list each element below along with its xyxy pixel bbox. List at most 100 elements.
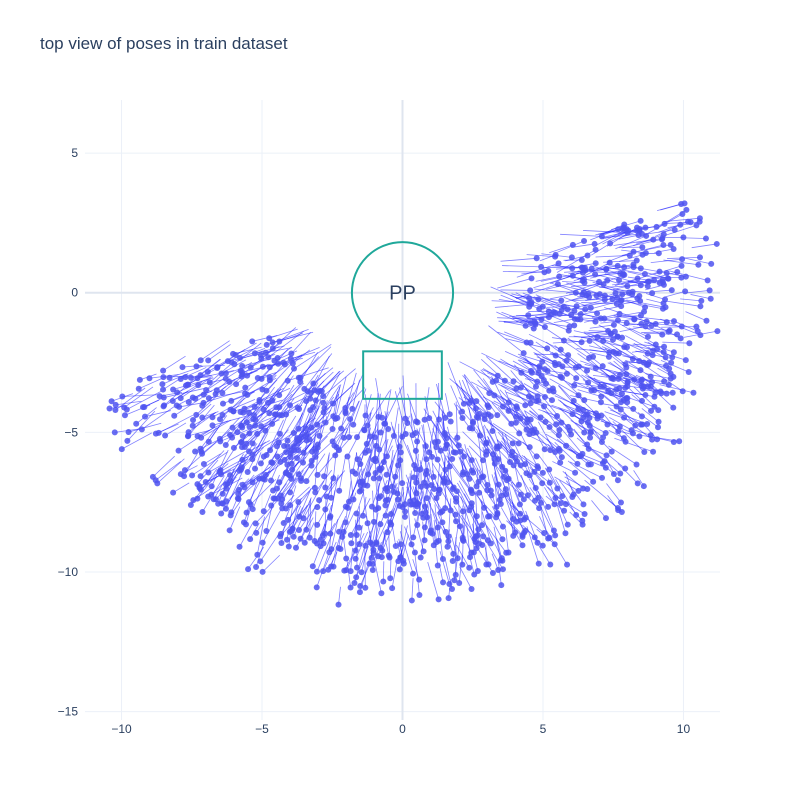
pose-point bbox=[222, 370, 229, 377]
pose-heading-arrow bbox=[461, 525, 465, 565]
pose-point bbox=[483, 448, 490, 455]
pose-heading-arrow bbox=[607, 362, 642, 380]
pose-point bbox=[197, 473, 204, 480]
pose-heading-arrow bbox=[208, 450, 246, 473]
pose-heading-arrow bbox=[201, 430, 231, 455]
pose-point bbox=[108, 398, 115, 405]
pose-heading-arrow bbox=[495, 380, 530, 397]
pose-point bbox=[580, 485, 587, 492]
pose-point bbox=[594, 412, 601, 419]
pose-heading-arrow bbox=[287, 367, 329, 382]
pose-point bbox=[249, 338, 256, 345]
pose-point bbox=[193, 363, 200, 370]
pose-heading-arrow bbox=[242, 437, 279, 461]
pose-point bbox=[484, 402, 491, 409]
pose-point bbox=[486, 390, 493, 397]
pose-point bbox=[669, 389, 676, 396]
pose-point bbox=[677, 221, 684, 228]
pose-point bbox=[347, 584, 354, 591]
pose-point bbox=[587, 434, 594, 441]
pose-heading-arrow bbox=[464, 374, 488, 406]
pose-point bbox=[587, 461, 594, 468]
pose-point bbox=[568, 254, 575, 261]
pose-point bbox=[294, 455, 301, 462]
pose-heading-arrow bbox=[258, 451, 278, 479]
pose-heading-arrow bbox=[507, 482, 517, 522]
pose-point bbox=[434, 524, 441, 531]
pose-point bbox=[617, 499, 624, 506]
pose-heading-arrow bbox=[356, 492, 364, 514]
pose-point bbox=[449, 585, 456, 592]
pose-point bbox=[382, 502, 389, 509]
pose-point bbox=[380, 578, 387, 585]
pose-point bbox=[649, 290, 656, 297]
pose-point bbox=[241, 484, 248, 491]
pose-heading-arrow bbox=[505, 528, 509, 553]
pose-point bbox=[572, 364, 579, 371]
pose-point bbox=[312, 453, 319, 460]
pose-heading-arrow bbox=[529, 370, 563, 379]
pose-heading-arrow bbox=[324, 384, 340, 409]
pose-point bbox=[527, 400, 534, 407]
pose-point bbox=[387, 519, 394, 526]
pp-circle bbox=[350, 241, 455, 345]
pose-point bbox=[395, 462, 402, 469]
pose-heading-arrow bbox=[509, 314, 529, 318]
pose-point bbox=[558, 297, 565, 304]
pose-heading-arrow bbox=[458, 555, 463, 584]
pose-point bbox=[542, 418, 549, 425]
pose-heading-arrow bbox=[650, 258, 683, 264]
pose-heading-arrow bbox=[262, 508, 282, 543]
pose-point bbox=[314, 471, 321, 478]
pose-point bbox=[443, 442, 450, 449]
pose-point bbox=[521, 461, 528, 468]
pose-point bbox=[663, 270, 670, 277]
pose-point bbox=[592, 271, 599, 278]
pose-heading-arrow bbox=[521, 454, 538, 467]
pose-point bbox=[290, 533, 297, 540]
pose-heading-arrow bbox=[300, 504, 317, 539]
pose-point bbox=[138, 426, 145, 433]
pose-point bbox=[620, 224, 627, 231]
pose-point bbox=[179, 364, 186, 371]
pose-point bbox=[517, 510, 524, 517]
pose-heading-arrow bbox=[493, 400, 531, 420]
pose-point bbox=[175, 447, 182, 454]
pose-point bbox=[307, 407, 314, 414]
pose-point bbox=[638, 413, 645, 420]
pose-heading-arrow bbox=[567, 460, 594, 483]
pose-heading-arrow bbox=[458, 380, 474, 422]
pose-point bbox=[456, 523, 463, 530]
pose-heading-arrow bbox=[500, 358, 538, 382]
pose-point bbox=[559, 493, 566, 500]
pose-point bbox=[330, 413, 337, 420]
pose-point bbox=[410, 534, 417, 541]
pose-point bbox=[212, 391, 219, 398]
pose-point bbox=[357, 582, 364, 589]
pose-heading-arrow bbox=[345, 372, 357, 412]
pose-heading-arrow bbox=[338, 454, 347, 491]
pose-point bbox=[347, 531, 354, 538]
pose-heading-arrow bbox=[212, 414, 252, 426]
pose-point bbox=[200, 399, 207, 406]
pose-point bbox=[244, 468, 251, 475]
pose-point bbox=[328, 546, 335, 553]
pose-point bbox=[536, 505, 543, 512]
pose-point bbox=[344, 453, 351, 460]
pose-point bbox=[370, 475, 377, 482]
pose-point bbox=[409, 432, 416, 439]
pose-heading-arrow bbox=[187, 404, 215, 437]
pose-heading-arrow bbox=[613, 239, 654, 246]
pose-point bbox=[423, 467, 430, 474]
pose-point bbox=[401, 513, 408, 520]
pose-point bbox=[669, 354, 676, 361]
pose-heading-arrow bbox=[303, 430, 320, 454]
pose-point bbox=[316, 387, 323, 394]
pose-heading-arrow bbox=[351, 379, 360, 410]
pose-heading-arrow bbox=[427, 562, 439, 600]
pose-point bbox=[249, 456, 256, 463]
pose-heading-arrow bbox=[422, 521, 425, 541]
pose-point bbox=[196, 483, 203, 490]
pose-point bbox=[555, 260, 562, 267]
pose-heading-arrow bbox=[563, 296, 591, 309]
